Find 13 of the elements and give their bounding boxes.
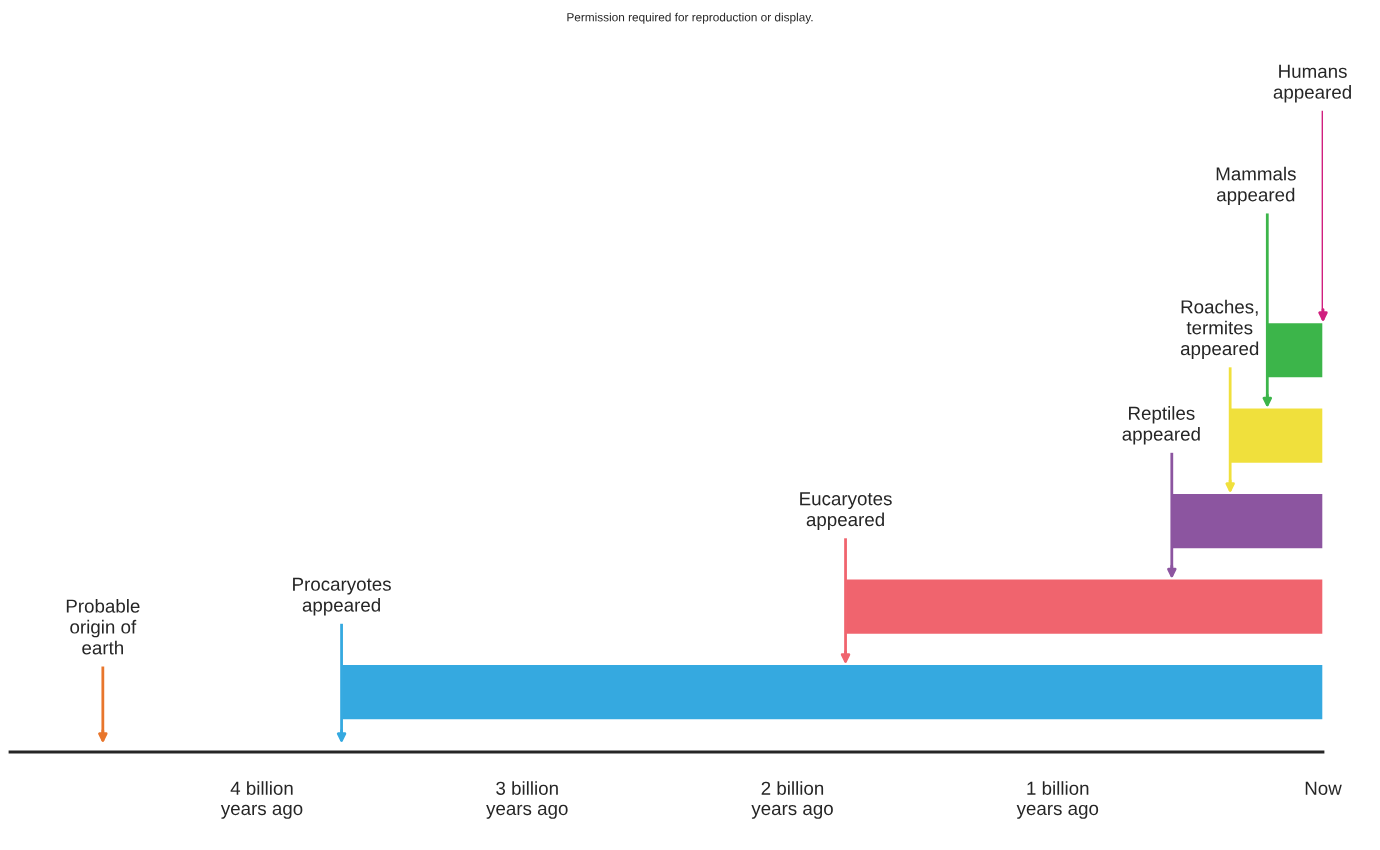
annotation: Mammals appeared: [1216, 166, 1296, 206]
ref-line-label: Probable origin of earth: [66, 598, 140, 655]
x-tick-label: Now: [1305, 781, 1342, 795]
x-tick-label: 4 billion years ago: [220, 781, 303, 819]
text: Permission required for reproduction or display.: [567, 12, 813, 24]
annotation: Roaches, termites appeared: [1180, 299, 1259, 359]
ref-line-label: Humans appeared: [1273, 64, 1351, 103]
annotation: Eucaryotes appeared: [800, 492, 892, 530]
annotation: Procaryotes appeared: [293, 577, 391, 616]
x-tick-label: 3 billion years ago: [486, 781, 568, 819]
annotation: Reptiles appeared: [1122, 406, 1200, 445]
x-tick-label: 2 billion years ago: [751, 781, 833, 819]
x-tick-label: 1 billion years ago: [1016, 781, 1099, 819]
